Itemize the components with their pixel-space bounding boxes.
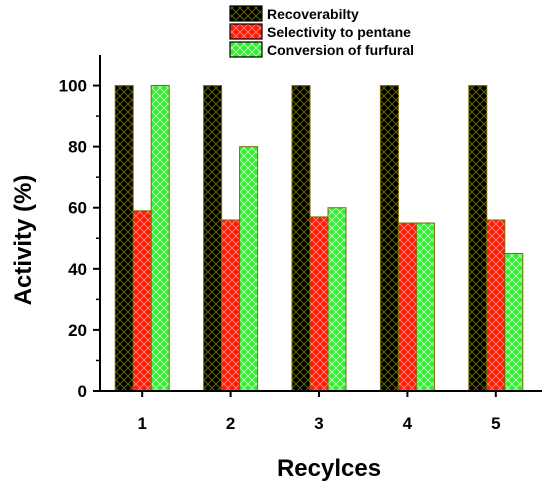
bar-selectivity-to-pentane-cycle-5	[486, 219, 506, 392]
legend: Recoverabilty Selectivity to pentane Conve…	[229, 5, 414, 58]
x-tick-label-5: 5	[491, 414, 500, 433]
bar-conversion-of-furfural-cycle-1	[150, 85, 170, 392]
legend-swatch	[229, 5, 263, 22]
legend-item-1: Recoverabilty	[229, 5, 359, 22]
bar-recoverabilty-cycle-2	[203, 85, 223, 392]
legend-label: Conversion of furfural	[267, 42, 414, 58]
axes: 1 2 3 4 5 0 20 40 60 80 100	[59, 55, 542, 433]
bar-selectivity-to-pentane-cycle-3	[309, 216, 329, 392]
x-tick-label-1: 1	[137, 414, 146, 433]
bar-conversion-of-furfural-cycle-4	[415, 222, 435, 392]
x-tick-label-2: 2	[226, 414, 235, 433]
bar-recoverabilty-cycle-1	[114, 85, 134, 392]
legend-item-3: Conversion of furfural	[229, 41, 414, 58]
y-tick-label-40: 40	[68, 260, 87, 279]
bar-recoverabilty-cycle-3	[291, 85, 311, 392]
y-tick-label-80: 80	[68, 138, 87, 157]
legend-label: Recoverabilty	[267, 6, 359, 22]
x-tick-label-3: 3	[314, 414, 323, 433]
y-tick-label-100: 100	[59, 77, 87, 96]
y-axis-title: Activity (%)	[10, 175, 37, 306]
x-tick-label-4: 4	[403, 414, 413, 433]
legend-swatch	[229, 23, 263, 40]
bar-recoverabilty-cycle-4	[379, 85, 399, 392]
bar-conversion-of-furfural-cycle-2	[239, 146, 259, 392]
bar-selectivity-to-pentane-cycle-4	[397, 222, 417, 392]
legend-item-2: Selectivity to pentane	[229, 23, 411, 40]
legend-swatch	[229, 41, 263, 58]
bar-selectivity-to-pentane-cycle-1	[132, 210, 152, 392]
y-tick-label-0: 0	[78, 382, 87, 401]
x-axis-title: Recylces	[277, 455, 381, 482]
bar-recoverabilty-cycle-5	[468, 85, 488, 392]
bar-conversion-of-furfural-cycle-5	[504, 253, 524, 392]
legend-label: Selectivity to pentane	[267, 24, 411, 40]
y-tick-label-20: 20	[68, 321, 87, 340]
bar-conversion-of-furfural-cycle-3	[327, 207, 347, 392]
y-tick-label-60: 60	[68, 199, 87, 218]
bars	[114, 85, 524, 392]
bar-selectivity-to-pentane-cycle-2	[221, 219, 241, 392]
